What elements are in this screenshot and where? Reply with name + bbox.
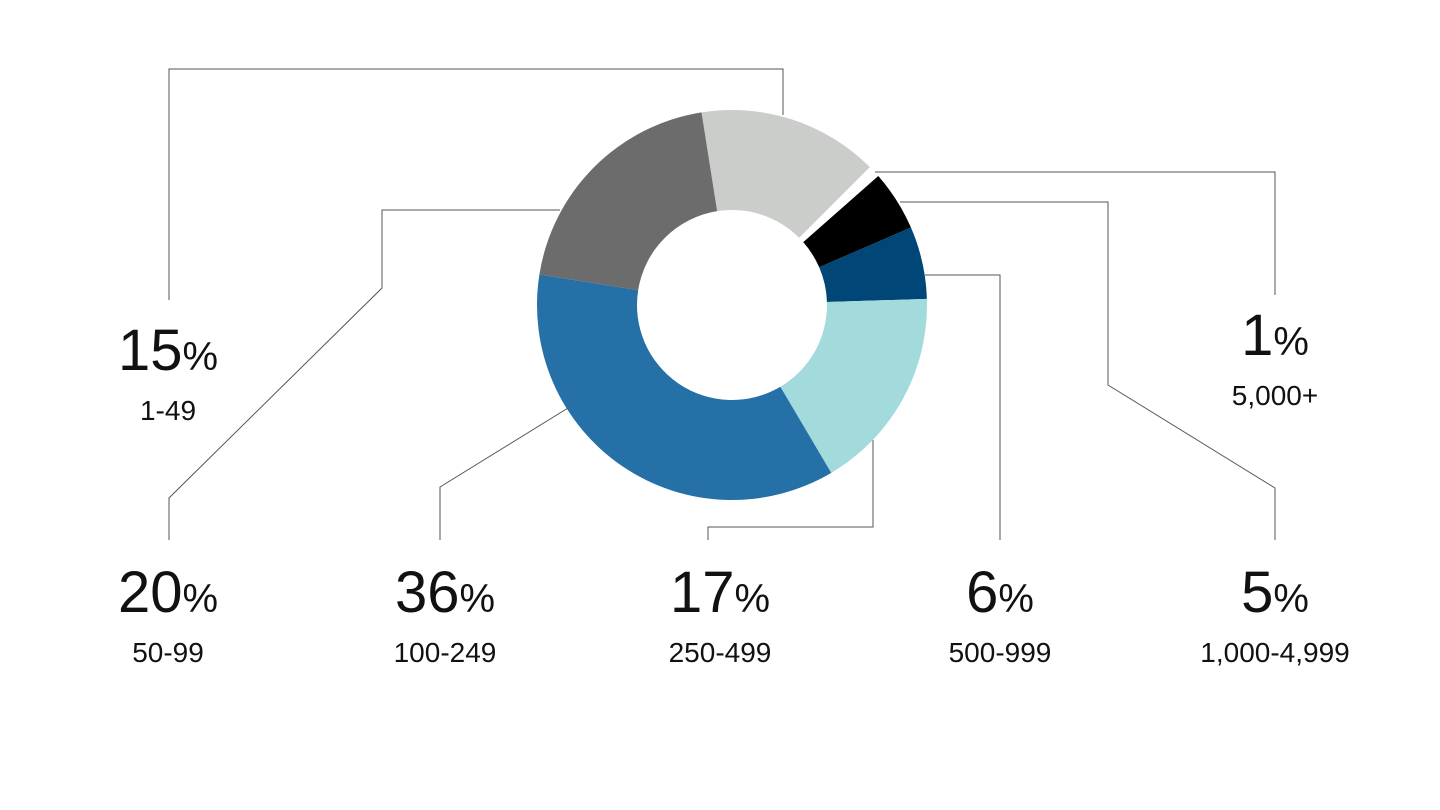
category-label: 1-49 — [140, 395, 196, 426]
leader-line — [925, 274, 1001, 540]
percent-label: 5% — [1241, 560, 1309, 625]
leader-line — [168, 68, 784, 300]
category-label: 250-499 — [669, 637, 772, 668]
leader-line — [707, 440, 874, 540]
percent-label: 20% — [118, 560, 218, 625]
donut-slice — [780, 298, 928, 473]
leader-line — [875, 171, 1276, 295]
donut-slice — [539, 112, 718, 291]
percent-label: 36% — [395, 560, 495, 625]
percent-label: 1% — [1241, 303, 1309, 368]
donut-slice — [537, 274, 832, 500]
category-label: 1,000-4,999 — [1200, 637, 1349, 668]
donut-slice — [819, 227, 927, 303]
donut-slice — [799, 167, 879, 243]
leader-line — [900, 201, 1276, 540]
percent-label: 17% — [670, 560, 770, 625]
donut-slice — [803, 176, 911, 268]
category-label: 5,000+ — [1232, 380, 1318, 411]
category-label: 50-99 — [132, 637, 204, 668]
leader-line — [439, 407, 569, 540]
category-label: 100-249 — [394, 637, 497, 668]
leader-line — [168, 209, 560, 540]
category-label: 500-999 — [949, 637, 1052, 668]
percent-label: 15% — [118, 318, 218, 383]
donut-slice — [701, 110, 870, 238]
percent-label: 6% — [966, 560, 1034, 625]
